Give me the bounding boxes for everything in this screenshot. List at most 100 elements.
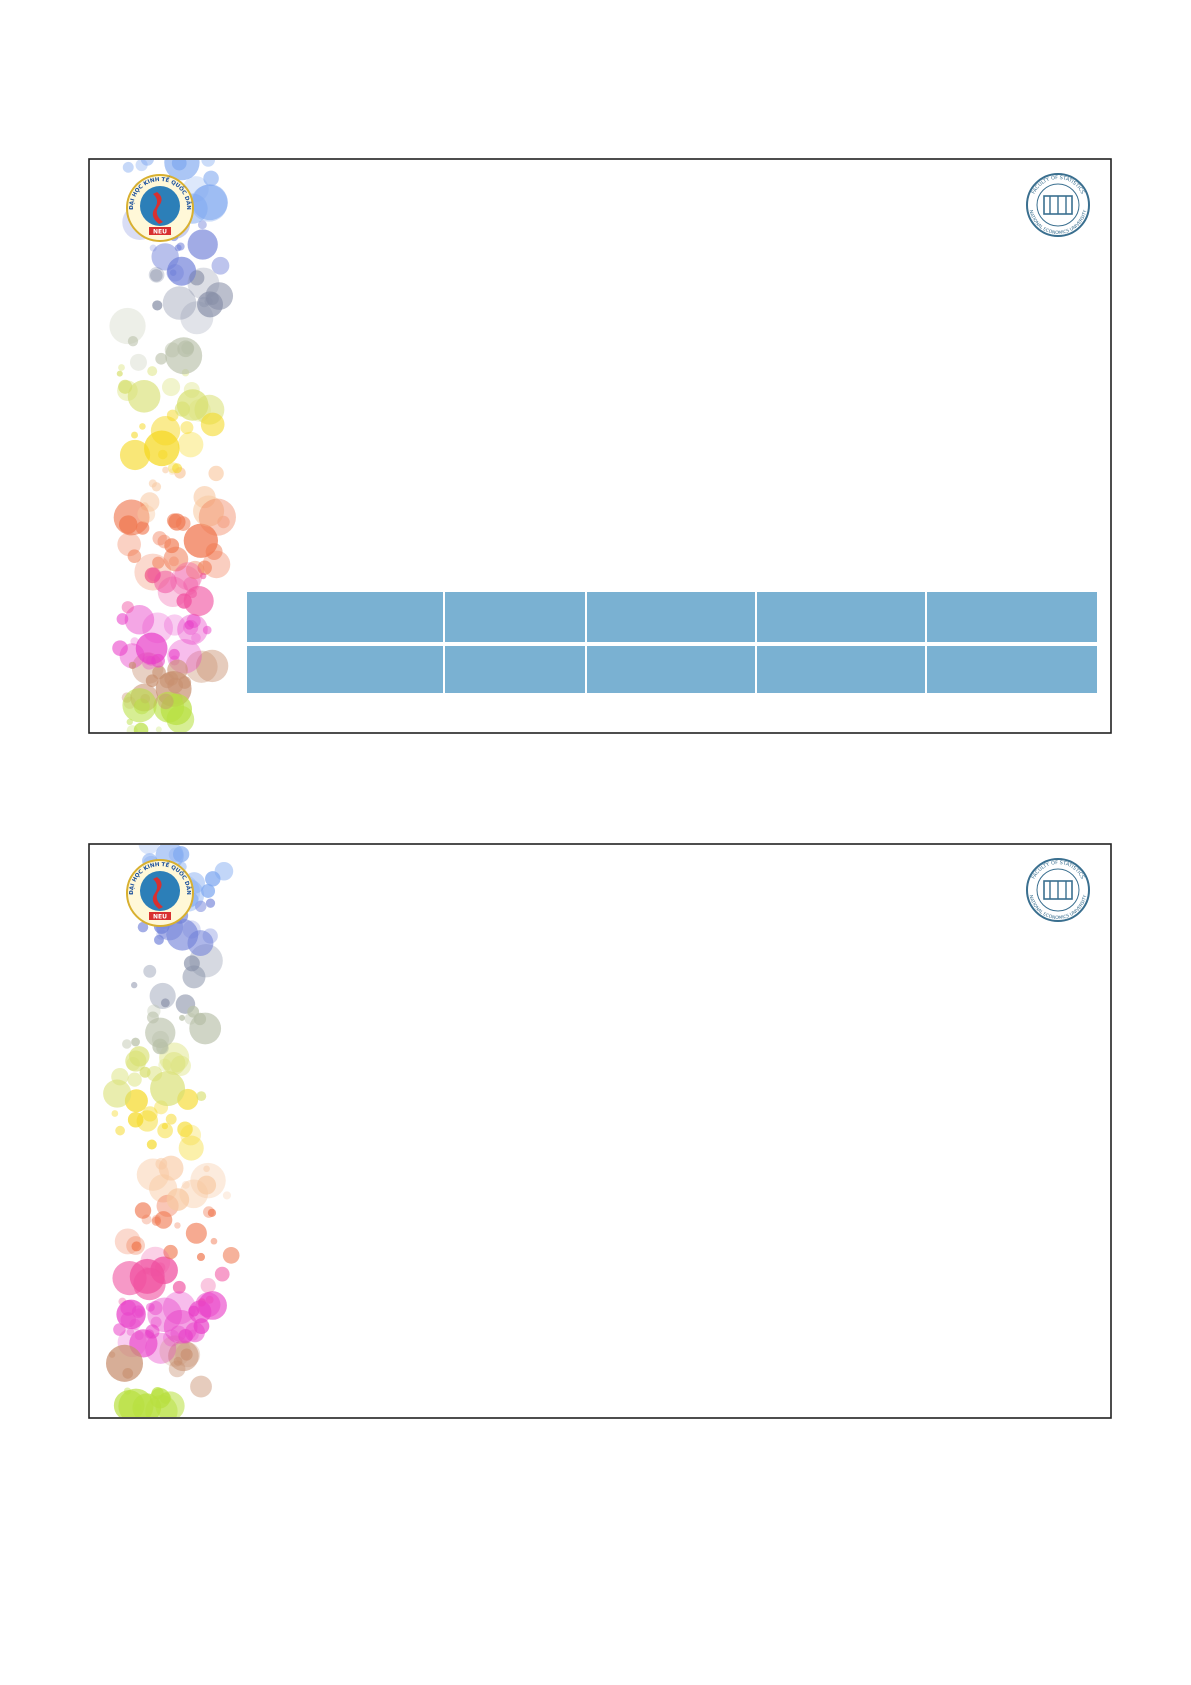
bubble <box>167 659 188 681</box>
table-cell <box>247 646 443 693</box>
bubble <box>191 633 201 643</box>
bubble <box>148 1300 163 1316</box>
table <box>247 592 1097 693</box>
bubble <box>139 1066 151 1078</box>
bubble <box>131 1241 142 1252</box>
bubble <box>166 705 195 732</box>
bubble <box>178 676 192 689</box>
bubble <box>202 928 218 944</box>
bubble <box>163 614 186 636</box>
logo-inner-ring <box>1036 868 1080 912</box>
bubble <box>138 845 160 855</box>
bubble <box>179 1014 186 1021</box>
bubble <box>145 1302 155 1312</box>
bubble <box>142 1106 158 1122</box>
bubble <box>180 1124 202 1146</box>
bubble <box>145 1395 178 1417</box>
bubble <box>109 307 146 345</box>
bubble <box>185 650 218 683</box>
bubble <box>211 256 230 275</box>
bubble <box>122 161 134 173</box>
bubble <box>205 871 221 887</box>
bubble <box>122 688 157 723</box>
bubble <box>103 1079 132 1108</box>
bubble <box>164 538 180 554</box>
bubble <box>126 1236 145 1255</box>
bubble <box>122 1039 132 1049</box>
bubble <box>129 1318 141 1330</box>
bubble <box>134 1331 144 1341</box>
bubble <box>142 1266 151 1275</box>
bubble <box>158 1058 172 1072</box>
bubble <box>135 160 148 172</box>
bubble <box>153 934 164 945</box>
bubble <box>168 556 179 567</box>
bubble <box>119 439 151 471</box>
bubble <box>131 431 138 439</box>
bubble <box>183 586 214 617</box>
bubble <box>184 620 194 630</box>
bubble <box>111 1110 119 1117</box>
bubble <box>131 1305 145 1319</box>
bubble <box>177 1121 193 1138</box>
bubble <box>169 269 177 276</box>
bubble <box>162 1052 186 1075</box>
bubble <box>162 286 197 320</box>
bubble <box>190 1375 212 1398</box>
bubble <box>175 1342 201 1368</box>
bubble <box>155 726 162 732</box>
bubble <box>208 465 224 482</box>
bubble <box>154 570 177 594</box>
bubble <box>193 1318 210 1335</box>
bubble <box>222 1246 240 1264</box>
bubble <box>133 1267 166 1301</box>
bubble <box>130 637 139 646</box>
bubble <box>115 1125 125 1136</box>
bubble <box>187 1005 200 1018</box>
bubble <box>117 532 141 557</box>
bubble <box>126 725 138 732</box>
bubble <box>155 352 168 365</box>
table-cell <box>927 646 1097 693</box>
bubble <box>165 1113 177 1125</box>
bubble <box>118 1388 154 1417</box>
bubble <box>161 1123 168 1130</box>
bubble <box>116 613 129 625</box>
bubble <box>199 572 207 580</box>
bubble <box>174 401 190 417</box>
bubble <box>124 604 155 635</box>
logo-book-lines <box>1049 881 1067 899</box>
bubble <box>154 1211 173 1229</box>
table-cell <box>587 592 755 642</box>
bubble <box>177 614 208 645</box>
bubble <box>152 531 167 546</box>
bubble <box>195 649 229 683</box>
bubble <box>137 505 156 523</box>
bubble <box>203 1206 215 1218</box>
bubble <box>166 513 182 528</box>
bubble <box>200 412 225 437</box>
bubble <box>127 549 142 563</box>
bubble <box>197 220 207 230</box>
logo-abbr: NEU <box>153 914 167 921</box>
bubble <box>121 601 134 614</box>
bubble <box>133 722 149 732</box>
bubble <box>207 1208 217 1218</box>
bubble <box>113 499 150 536</box>
bubble <box>150 416 181 446</box>
bubble <box>152 300 163 311</box>
bubble <box>150 1071 186 1107</box>
bubble <box>105 1344 144 1382</box>
bubble <box>160 998 170 1008</box>
table-cell <box>927 592 1097 642</box>
bubble <box>131 981 138 989</box>
bubble <box>157 1122 173 1139</box>
bubble <box>117 380 138 401</box>
bubble <box>116 370 123 377</box>
bubble <box>214 1266 230 1282</box>
logo-inner-ring <box>1036 183 1080 227</box>
bubble <box>118 364 125 371</box>
